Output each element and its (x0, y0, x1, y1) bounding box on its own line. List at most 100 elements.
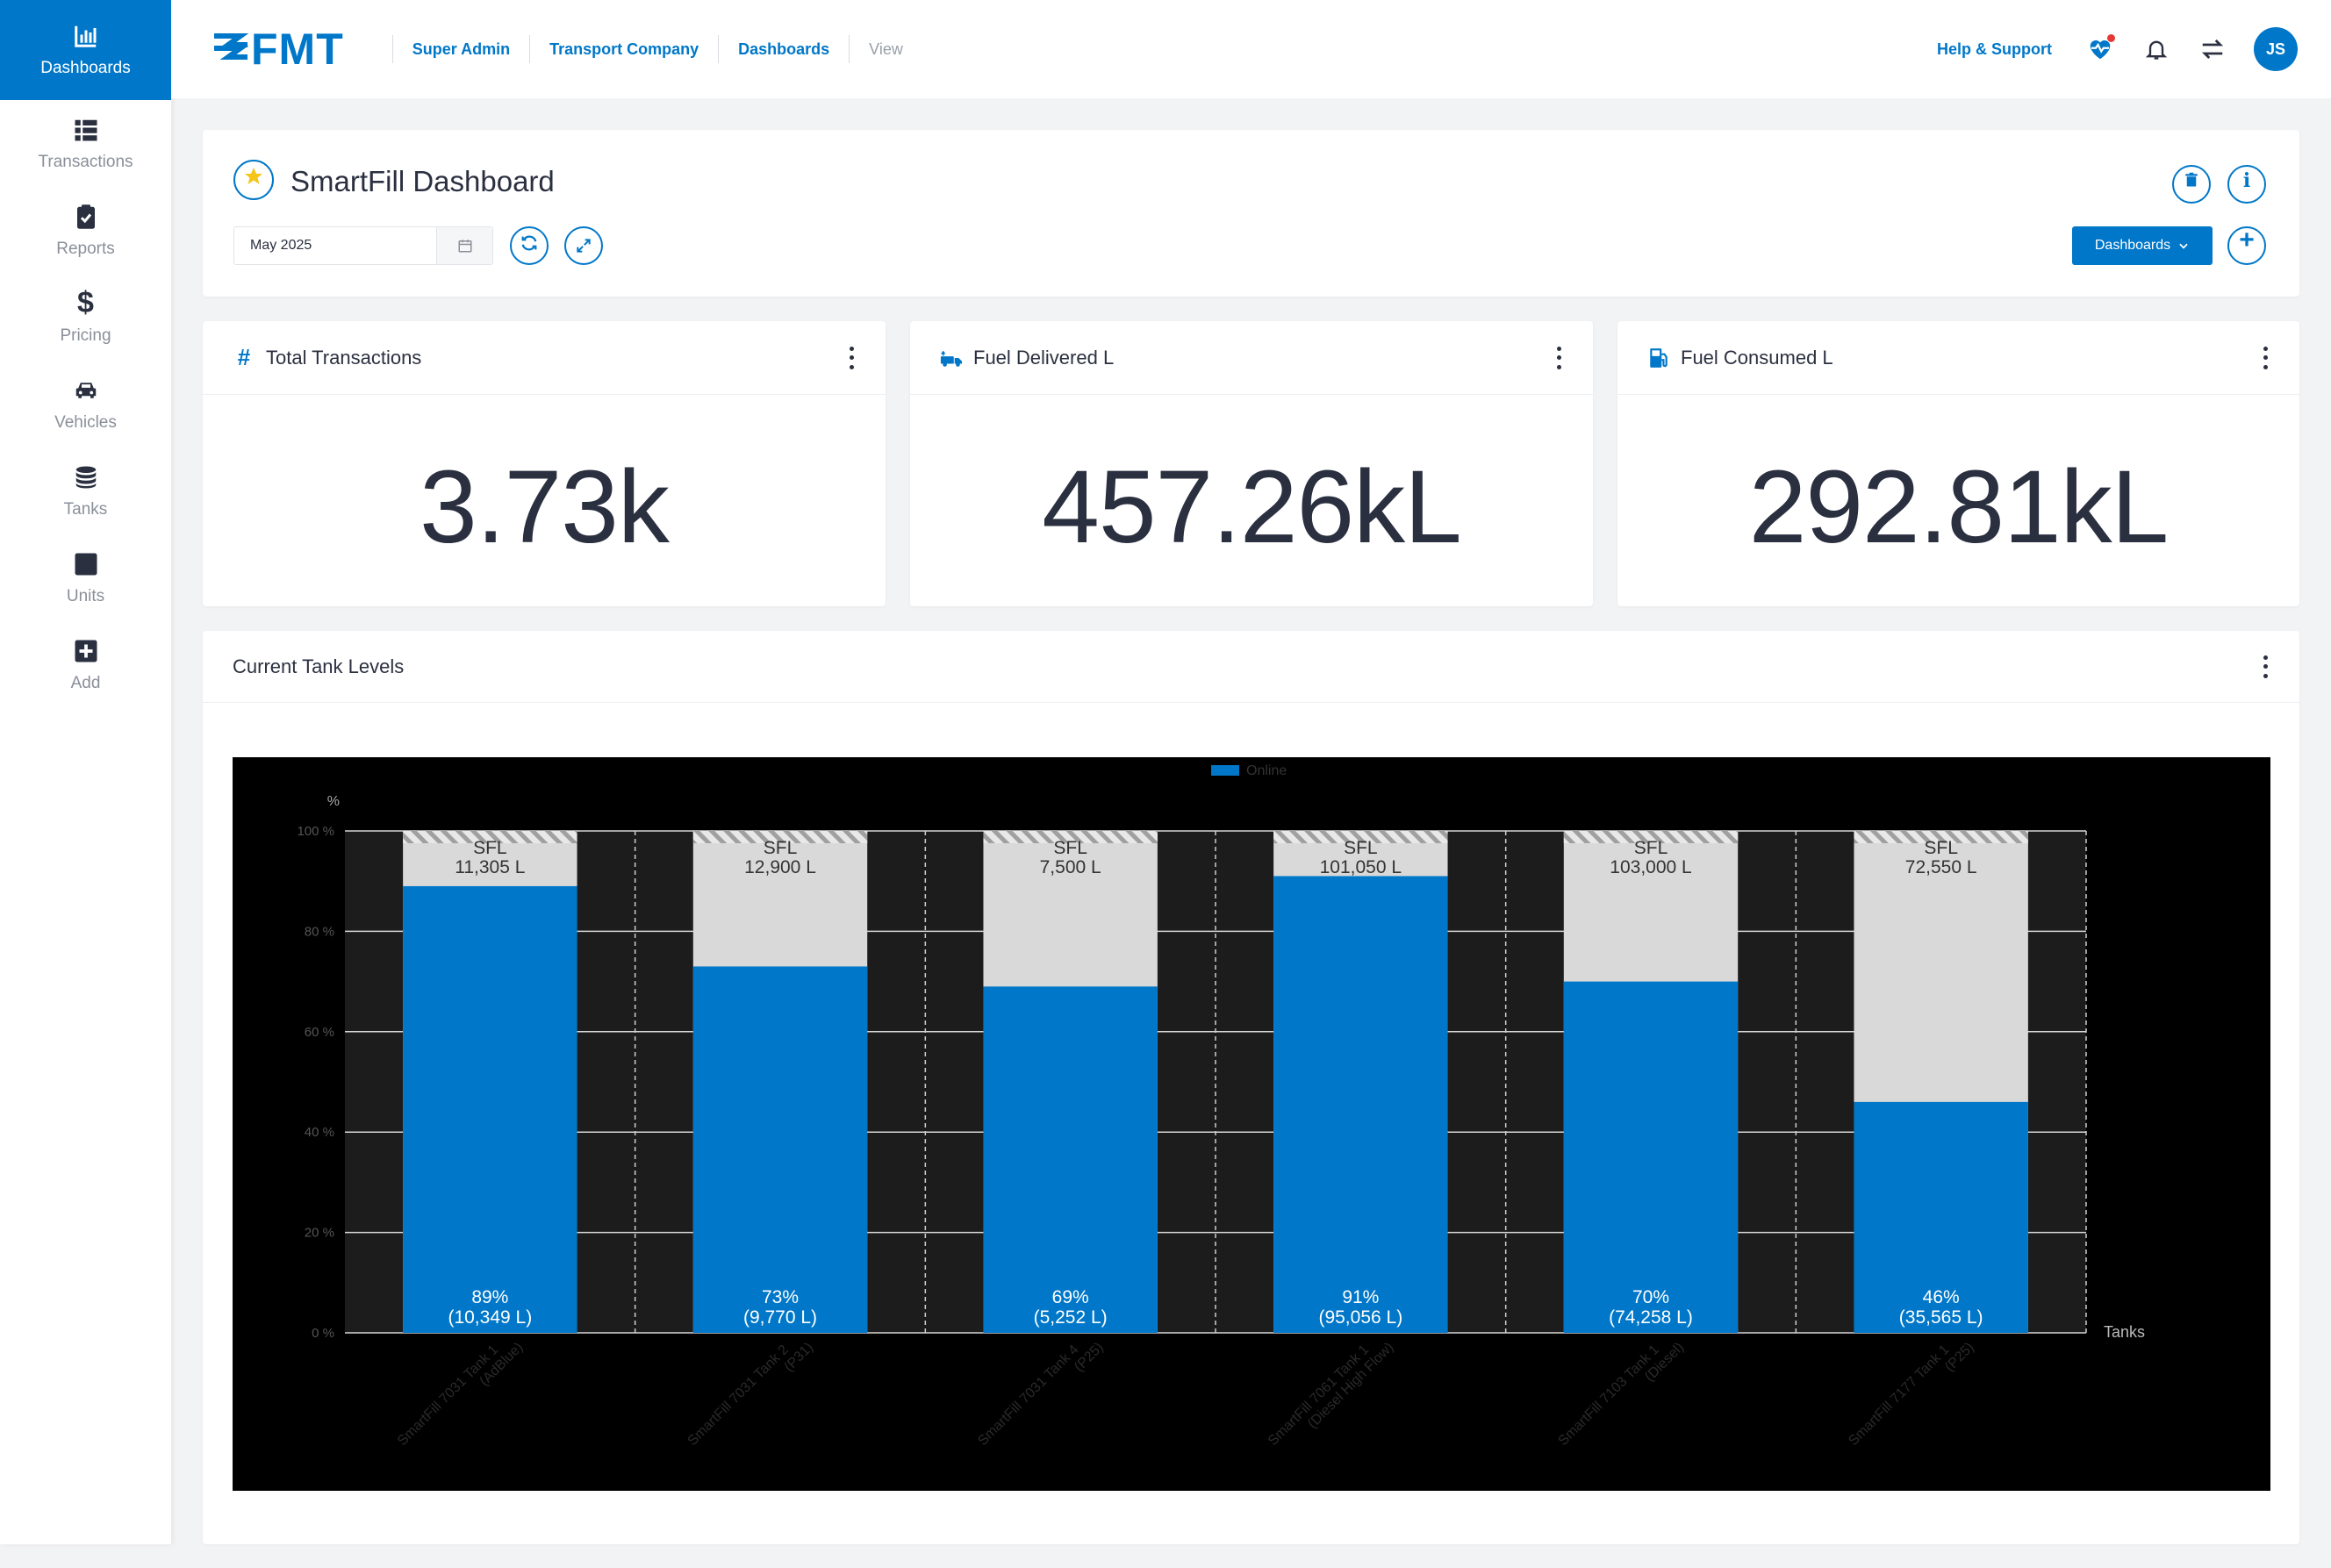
level-percent-label: 69% (1052, 1287, 1089, 1307)
capacity-hatch (692, 831, 868, 843)
level-litres-label: (9,770 L) (743, 1307, 817, 1328)
kebab-menu-icon[interactable] (1554, 346, 1563, 369)
level-bar (983, 986, 1158, 1333)
date-input[interactable] (234, 227, 437, 264)
level-percent-label: 73% (762, 1287, 799, 1307)
kpi-card-total-transactions: # Total Transactions 3.73k (203, 321, 886, 606)
logo-text: FMT (251, 25, 344, 74)
bell-icon[interactable] (2141, 34, 2171, 64)
kpi-title: Fuel Consumed L (1681, 346, 1833, 369)
legend-label: Online (1246, 763, 1287, 778)
fullscreen-button[interactable] (564, 226, 603, 265)
hash-icon: # (237, 344, 251, 370)
capacity-label: SFL (1344, 838, 1378, 858)
capacity-label: SFL (764, 838, 798, 858)
capacity-value-label: 12,900 L (744, 857, 816, 877)
trash-icon (2185, 172, 2198, 187)
star-icon (245, 168, 262, 184)
kebab-menu-icon[interactable] (2261, 346, 2270, 369)
kpi-header: # Total Transactions (203, 321, 886, 395)
breadcrumb-transport-company[interactable]: Transport Company (529, 35, 718, 63)
logo-mark-icon (214, 33, 249, 60)
notification-dot (2107, 34, 2115, 42)
refresh-button[interactable] (510, 226, 549, 265)
capacity-value-label: 11,305 L (455, 857, 525, 877)
switch-arrows-icon[interactable] (2198, 34, 2227, 64)
capacity-hatch (1854, 831, 2028, 843)
level-litres-label: (5,252 L) (1034, 1307, 1108, 1328)
kpi-value: 3.73k (420, 449, 670, 565)
date-picker[interactable] (233, 226, 493, 265)
refresh-icon (521, 235, 537, 251)
dollar-icon: $ (77, 286, 94, 319)
level-litres-label: (95,056 L) (1318, 1307, 1402, 1328)
capacity-hatch (403, 831, 577, 843)
sidebar-item-label: Transactions (38, 152, 133, 171)
clipboard-check-icon (72, 203, 100, 231)
dashboards-dropdown-button[interactable]: Dashboards (2072, 226, 2213, 265)
sidebar-item-add[interactable]: Add (0, 621, 171, 708)
database-icon (72, 463, 100, 491)
page-title: SmartFill Dashboard (290, 165, 555, 197)
kpi-header: Fuel Consumed L (1617, 321, 2299, 395)
capacity-label: SFL (1634, 838, 1668, 858)
sidebar-item-label: Tanks (63, 499, 108, 519)
sidebar-item-vehicles[interactable]: Vehicles (0, 361, 171, 447)
kebab-menu-icon[interactable] (2261, 655, 2270, 678)
capacity-value-label: 72,550 L (1905, 857, 1977, 877)
level-percent-label: 91% (1342, 1287, 1379, 1307)
sidebar-item-label: Reports (56, 239, 115, 258)
kpi-title: Total Transactions (266, 346, 422, 369)
level-percent-label: 89% (471, 1287, 508, 1307)
kebab-menu-icon[interactable] (847, 346, 856, 369)
breadcrumb-dashboards[interactable]: Dashboards (718, 35, 849, 63)
kpi-card-fuel-consumed: Fuel Consumed L 292.81kL (1617, 321, 2299, 606)
level-litres-label: (10,349 L) (448, 1307, 532, 1328)
chevron-down-icon (2179, 243, 2188, 249)
sidebar-item-dashboards[interactable]: Dashboards (0, 0, 171, 100)
fuel-truck-icon (940, 347, 963, 369)
plus-square-icon (72, 637, 100, 665)
level-litres-label: (74,258 L) (1609, 1307, 1693, 1328)
sidebar-item-transactions[interactable]: Transactions (0, 100, 171, 187)
sidebar-item-label: Dashboards (40, 59, 131, 77)
sidebar-item-units[interactable]: Units (0, 534, 171, 621)
sidebar: Dashboards Transactions Reports $ Pricin… (0, 0, 171, 1544)
level-bar (1854, 1101, 2028, 1333)
kpi-card-fuel-delivered: Fuel Delivered L 457.26kL (910, 321, 1593, 606)
sidebar-item-label: Pricing (60, 326, 111, 345)
kpi-value: 457.26kL (1042, 449, 1462, 565)
avatar[interactable]: JS (2254, 27, 2298, 71)
dashboards-dropdown-label: Dashboards (2094, 238, 2171, 253)
top-bar: FMT Super Admin Transport Company Dashbo… (171, 0, 2331, 98)
calendar-icon[interactable] (436, 227, 492, 264)
dashboard-header-card: SmartFill Dashboard i Dashboards + (203, 130, 2299, 297)
info-button[interactable]: i (2227, 165, 2266, 204)
y-axis-label: % (327, 794, 340, 809)
sidebar-item-label: Units (66, 586, 105, 605)
capacity-hatch (1563, 831, 1739, 843)
level-bar (1273, 876, 1448, 1333)
capacity-hatch (983, 831, 1158, 843)
favorite-star-button[interactable] (233, 160, 274, 200)
breadcrumb-super-admin[interactable]: Super Admin (391, 35, 529, 63)
sidebar-item-tanks[interactable]: Tanks (0, 447, 171, 534)
y-tick-label: 0 % (312, 1326, 334, 1341)
y-tick-label: 40 % (305, 1125, 334, 1140)
car-icon (72, 376, 100, 405)
level-bar (692, 966, 868, 1333)
info-icon: i (2242, 169, 2251, 192)
capacity-value-label: 101,050 L (1320, 857, 1402, 877)
sidebar-item-pricing[interactable]: $ Pricing (0, 274, 171, 361)
delete-dashboard-button[interactable] (2172, 165, 2211, 204)
level-bar (403, 885, 577, 1333)
heart-pulse-icon[interactable] (2085, 34, 2115, 64)
help-support-link[interactable]: Help & Support (1937, 39, 2052, 58)
sidebar-item-reports[interactable]: Reports (0, 187, 171, 274)
add-widget-button[interactable]: + (2227, 226, 2266, 265)
fmt-logo[interactable]: FMT (211, 24, 344, 75)
expand-icon (577, 239, 591, 253)
kpi-value: 292.81kL (1748, 449, 2170, 565)
gas-pump-icon (1647, 347, 1670, 369)
breadcrumb: Super Admin Transport Company Dashboards… (391, 35, 922, 63)
